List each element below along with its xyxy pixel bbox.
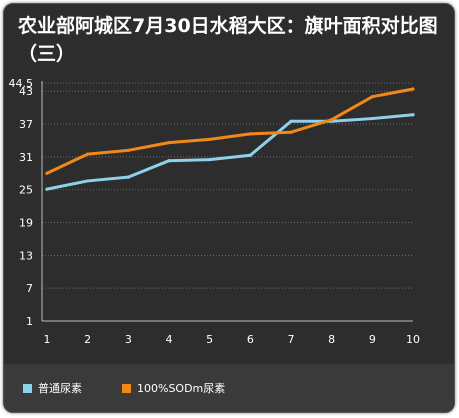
legend-label-series-2: 100%SODm尿素	[137, 382, 226, 395]
y-tick-label: 25	[19, 184, 33, 197]
data-point-series-2	[289, 130, 293, 134]
data-point-series-2	[330, 118, 334, 122]
x-tick-label: 9	[369, 333, 376, 346]
data-point-series-2	[167, 141, 171, 145]
y-tick-label: 1	[26, 315, 33, 328]
data-point-series-2	[126, 148, 130, 152]
y-tick-label: 13	[19, 249, 33, 262]
y-tick-label: 43	[19, 85, 33, 98]
x-tick-label: 6	[247, 333, 254, 346]
data-point-series-2	[208, 137, 212, 141]
y-tick-label: 7	[26, 282, 33, 295]
x-tick-label: 5	[206, 333, 213, 346]
chart-frame: 农业部阿城区7月30日水稻大区：旗叶面积对比图（三） 普通尿素 100%SODm…	[3, 3, 455, 413]
legend-item-series-1[interactable]: 普通尿素	[23, 382, 82, 396]
legend: 普通尿素 100%SODm尿素	[4, 364, 454, 412]
y-tick-label: 44.5	[9, 77, 34, 90]
x-tick-label: 4	[166, 333, 173, 346]
data-point-series-1	[248, 153, 252, 157]
data-point-series-2	[411, 87, 415, 91]
x-tick-label: 8	[328, 333, 335, 346]
data-point-series-1	[208, 157, 212, 162]
data-point-series-2	[86, 152, 90, 156]
data-point-series-1	[167, 159, 171, 163]
data-point-series-1	[126, 175, 130, 179]
legend-item-series-2[interactable]: 100%SODm尿素	[122, 382, 225, 396]
data-point-series-2	[248, 132, 252, 136]
data-point-series-1	[45, 187, 49, 191]
legend-label-series-1: 普通尿素	[38, 382, 82, 395]
x-tick-label: 2	[84, 333, 91, 346]
data-point-series-2	[45, 171, 49, 175]
chart-title: 农业部阿城区7月30日水稻大区：旗叶面积对比图（三）	[18, 15, 438, 65]
y-tick-label: 19	[19, 217, 33, 230]
x-tick-label: 1	[44, 333, 51, 346]
y-tick-label: 31	[19, 151, 33, 164]
data-point-series-1	[289, 119, 293, 123]
x-tick-label: 10	[406, 333, 420, 346]
data-point-series-1	[411, 113, 415, 117]
series-line-2	[45, 87, 415, 175]
legend-swatch-series-1	[23, 384, 32, 393]
data-point-series-1	[370, 116, 374, 121]
x-tick-label: 7	[288, 333, 295, 346]
x-tick-label: 3	[125, 333, 132, 346]
y-tick-label: 37	[19, 118, 33, 131]
legend-swatch-series-2	[122, 384, 131, 393]
series-line-1	[45, 113, 415, 191]
data-point-series-1	[86, 179, 90, 183]
data-point-series-2	[370, 95, 374, 99]
